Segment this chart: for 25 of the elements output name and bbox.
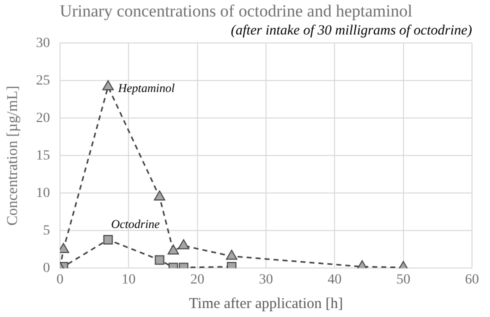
x-tick-label: 0 — [56, 272, 64, 288]
chart-title: Urinary concentrations of octodrine and heptaminol — [60, 2, 413, 21]
y-tick-label: 25 — [36, 73, 50, 88]
point — [226, 250, 238, 260]
chart-subtitle: (after intake of 30 milligrams of octodrine) — [230, 23, 472, 38]
x-tick-label: 30 — [259, 272, 273, 288]
point — [168, 244, 179, 254]
x-tick-label: 50 — [396, 272, 410, 288]
x-axis-title: Time after application [h] — [189, 296, 343, 312]
y-tick-label: 10 — [36, 186, 50, 201]
x-tick-label: 20 — [190, 272, 204, 288]
y-tick-label: 15 — [36, 148, 50, 164]
point — [154, 190, 166, 200]
y-tick-label: 30 — [36, 36, 50, 51]
y-tick-label: 20 — [36, 110, 50, 126]
y-tick-label: 0 — [43, 260, 50, 276]
series-label: Octodrine — [111, 216, 160, 231]
x-tick-label: 40 — [328, 272, 342, 288]
x-tick-label: 10 — [122, 272, 136, 288]
y-axis-title: Concentration [µg/mL] — [4, 86, 21, 226]
x-tick-label: 60 — [465, 272, 479, 288]
series-label: Heptaminol — [117, 80, 176, 95]
point — [102, 80, 114, 90]
y-tick-label: 5 — [43, 223, 50, 238]
point — [178, 239, 190, 250]
